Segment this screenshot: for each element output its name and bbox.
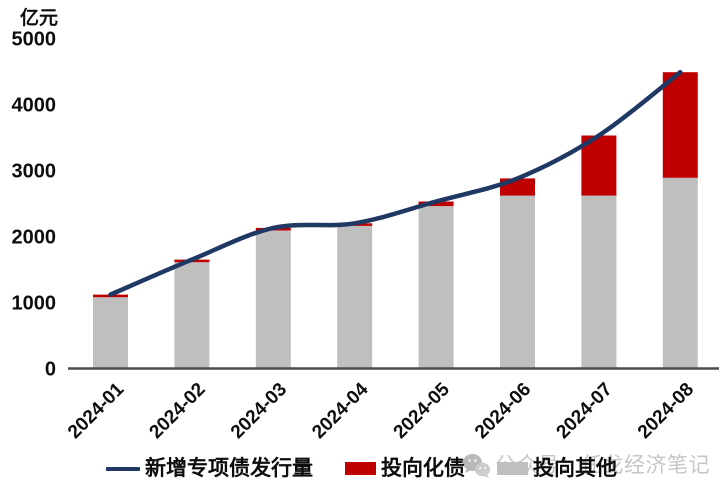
bar-other-2024-04 xyxy=(337,225,373,369)
legend-label-debt-swap: 投向化债 xyxy=(381,457,465,480)
legend-item-issuance: 新增专项债发行量 xyxy=(106,458,313,479)
bar-other-2024-07 xyxy=(581,195,617,369)
bar-other-2024-05 xyxy=(418,206,454,369)
x-tick-label-2024-07: 2024-07 xyxy=(553,379,617,443)
x-tick-label-2024-08: 2024-08 xyxy=(634,379,698,443)
y-tick-label-2000: 2000 xyxy=(12,227,57,249)
x-tick-label-2024-05: 2024-05 xyxy=(390,379,454,443)
issuance-line xyxy=(108,69,683,297)
legend-debt-swap-swatch xyxy=(345,462,376,475)
y-tick-label-5000: 5000 xyxy=(12,29,57,51)
legend-line-swatch xyxy=(106,466,140,471)
bar-debt-swap-2024-08 xyxy=(662,72,698,178)
x-tick-label-2024-01: 2024-01 xyxy=(64,379,128,443)
y-axis-unit-label: 亿元 xyxy=(20,6,58,29)
watermark-text: 公众号：任戈经济笔记 xyxy=(495,454,710,477)
y-tick-label-0: 0 xyxy=(45,359,56,381)
y-tick-label-4000: 4000 xyxy=(12,95,57,117)
legend-label-other: 投向其他 xyxy=(533,457,617,480)
watermark: 公众号：任戈经济笔记 xyxy=(461,451,710,480)
legend-item-other: 投向其他 xyxy=(497,458,617,479)
x-tick-label-2024-03: 2024-03 xyxy=(227,379,291,443)
legend-item-debt-swap: 投向化债 xyxy=(345,458,465,479)
x-tick-label-2024-02: 2024-02 xyxy=(146,379,210,443)
legend-label-issuance: 新增专项债发行量 xyxy=(145,457,313,480)
bar-other-2024-03 xyxy=(255,230,291,369)
bar-other-2024-06 xyxy=(500,195,535,369)
bar-other-2024-01 xyxy=(93,297,128,369)
legend: 新增专项债发行量 投向化债 投向其他 xyxy=(106,458,617,479)
x-tick-label-2024-06: 2024-06 xyxy=(471,379,535,443)
y-tick-label-3000: 3000 xyxy=(12,161,57,183)
bar-other-2024-02 xyxy=(174,262,210,369)
y-tick-label-1000: 1000 xyxy=(12,293,57,315)
bar-other-2024-08 xyxy=(662,177,698,369)
wechat-icon xyxy=(461,452,491,479)
chart-canvas: 亿元 0 1000 2000 3000 4000 5000 2024-01 2024-02 202… xyxy=(12,6,719,443)
legend-other-swatch xyxy=(497,462,528,475)
x-tick-label-2024-04: 2024-04 xyxy=(308,379,372,443)
